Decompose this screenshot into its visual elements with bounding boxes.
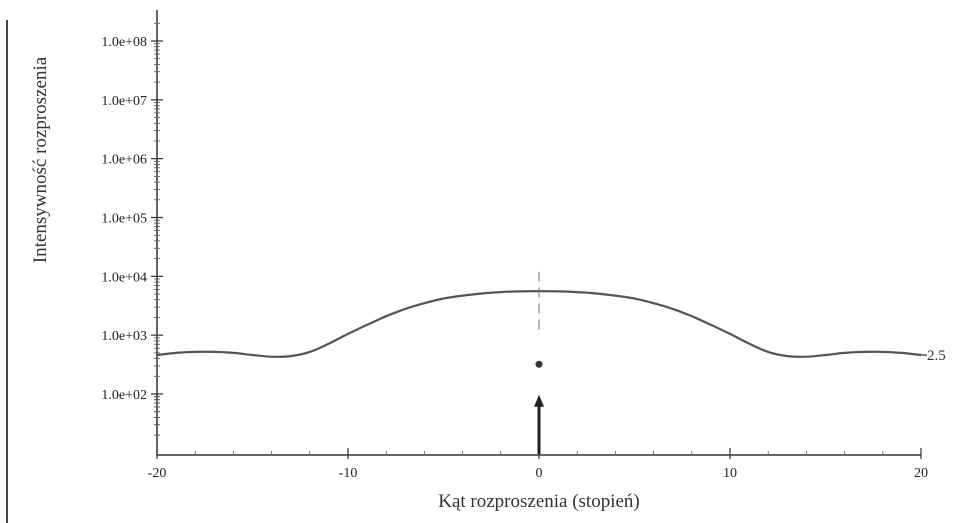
series-label: 2.5 [927, 348, 946, 364]
arrow-head [534, 394, 544, 407]
y-tick-label: 1.0e+03 [101, 329, 147, 344]
axes [156, 10, 921, 456]
y-axis-title: Intensywność rozproszenia [30, 56, 51, 263]
series-layer: 2.5 [156, 289, 946, 364]
y-tick-label: 1.0e+02 [101, 388, 147, 403]
x-tick-label: 0 [536, 466, 543, 481]
x-tick-label: -10 [339, 466, 358, 481]
marker-dot [535, 360, 543, 368]
x-tick-label: -20 [148, 466, 167, 481]
y-tick-label: 1.0e+06 [101, 153, 147, 168]
x-tick-label: 10 [723, 466, 737, 481]
y-tick-label: 1.0e+07 [101, 94, 147, 109]
ticks: 1.0e+02 1.0e+03 1.0e+04 1.0e+05 1.0e+06 1.0e+… [101, 22, 928, 481]
y-tick-label: 1.0e+05 [101, 212, 147, 227]
x-axis-title: Kąt rozproszenia (stopień) [438, 491, 640, 512]
y-tick-label: 1.0e+04 [101, 270, 147, 285]
annotations-layer [534, 271, 544, 454]
x-tick-label: 20 [914, 466, 928, 481]
y-tick-label: 1.0e+08 [101, 35, 147, 50]
